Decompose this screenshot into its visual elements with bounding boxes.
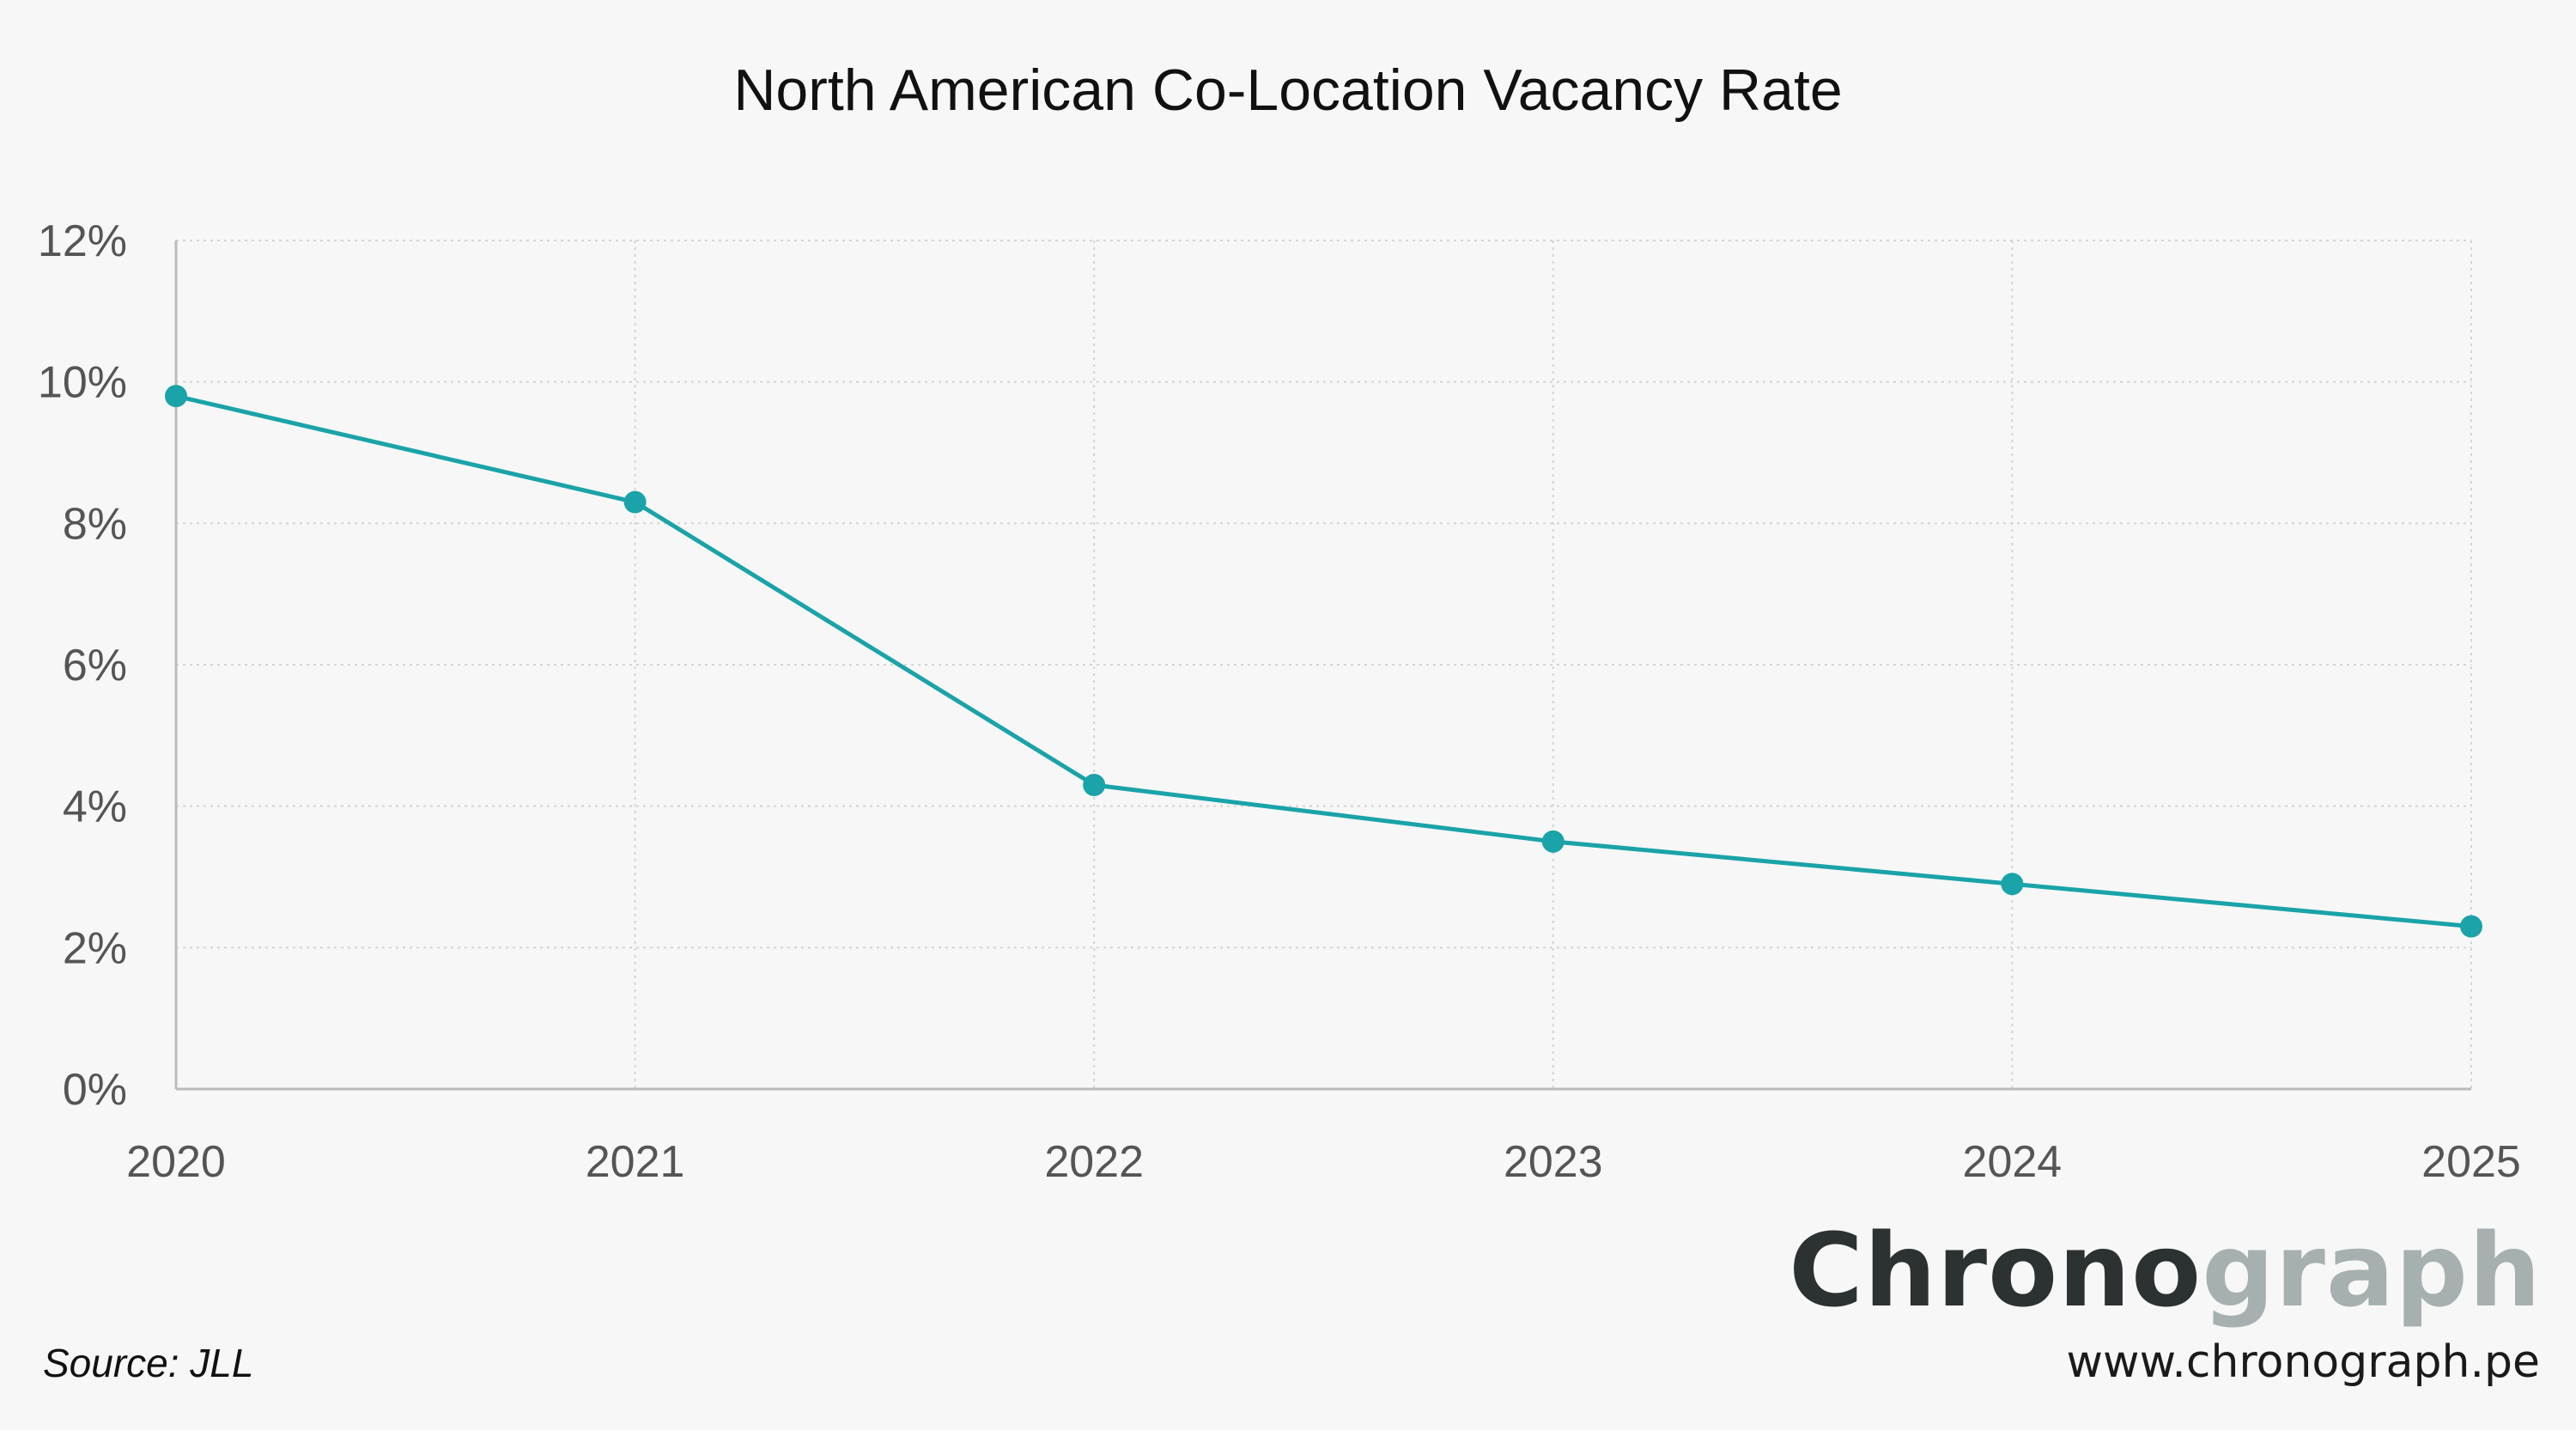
logo-text-light: graph bbox=[2202, 1211, 2542, 1330]
y-tick-label: 4% bbox=[63, 782, 127, 832]
data-point-marker bbox=[1083, 773, 1106, 796]
y-tick-label: 2% bbox=[63, 923, 127, 973]
y-tick-label: 8% bbox=[63, 499, 127, 549]
x-tick-label: 2023 bbox=[1504, 1137, 1603, 1187]
y-axis-tick-labels: 0% 2% 4% 6% 8% 10% 12% bbox=[38, 216, 127, 1115]
source-note: Source: JLL bbox=[43, 1341, 254, 1385]
y-tick-label: 10% bbox=[38, 358, 127, 408]
grid-lines bbox=[176, 240, 2472, 1089]
data-point-marker bbox=[2460, 915, 2482, 938]
x-tick-label: 2025 bbox=[2421, 1137, 2521, 1187]
data-points bbox=[165, 385, 2482, 938]
chart-title: North American Co-Location Vacancy Rate bbox=[733, 58, 1842, 123]
data-point-marker bbox=[623, 490, 647, 514]
series-line-path bbox=[175, 393, 2472, 929]
x-tick-label: 2024 bbox=[1963, 1137, 2063, 1187]
y-tick-label: 0% bbox=[63, 1065, 127, 1115]
x-tick-label: 2021 bbox=[586, 1137, 685, 1187]
data-point-marker bbox=[165, 385, 187, 408]
logo-text-dark: Chrono bbox=[1789, 1211, 2202, 1330]
y-tick-label: 6% bbox=[63, 641, 127, 691]
x-tick-label: 2022 bbox=[1044, 1137, 1144, 1187]
x-axis-tick-labels: 2020 2021 2022 2023 2024 2025 bbox=[126, 1137, 2521, 1187]
website-url: www.chronograph.pe bbox=[2066, 1336, 2540, 1388]
data-point-marker bbox=[1541, 830, 1564, 853]
series-line bbox=[175, 393, 2472, 929]
y-tick-label: 12% bbox=[38, 216, 127, 266]
axes bbox=[174, 240, 2471, 1091]
x-tick-label: 2020 bbox=[126, 1137, 226, 1187]
data-point-marker bbox=[2001, 873, 2024, 896]
chronograph-logo: Chronograph bbox=[1789, 1220, 2542, 1321]
